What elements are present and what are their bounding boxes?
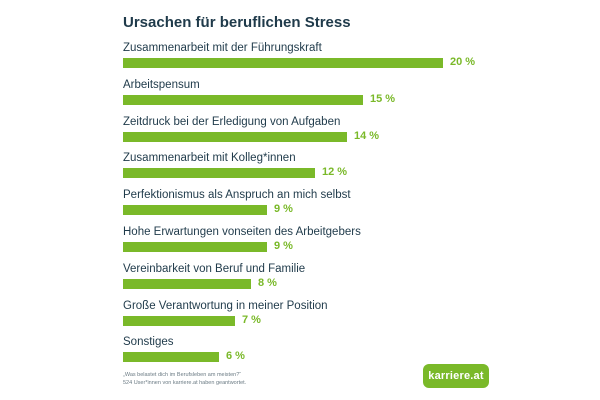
category-label: Hohe Erwartungen vonseiten des Arbeitgeb…: [123, 226, 361, 238]
bar-value-label: 20 %: [450, 56, 476, 68]
category-label: Große Verantwortung in meiner Position: [123, 299, 328, 312]
footnote-respondents: 524 User*innen von karriere.at haben gea…: [123, 380, 247, 386]
bar-value-label: 6 %: [226, 350, 245, 363]
footnote-question: „Was belastet dich im Berufsleben am mei…: [123, 372, 242, 378]
bar-value-label: 9 %: [274, 240, 293, 252]
bar-value-label: 8 %: [258, 276, 277, 289]
bar: [123, 205, 267, 216]
footnote: „Was belastet dich im Berufsleben am mei…: [123, 371, 246, 387]
bar-value-label: 14 %: [354, 129, 380, 142]
bar: [123, 131, 347, 142]
bar-value-label: 12 %: [322, 166, 348, 179]
bar: [123, 94, 363, 105]
bar: [123, 58, 443, 68]
category-label: Vereinbarkeit von Beruf und Familie: [123, 262, 306, 275]
category-label: Zusammenarbeit mit der Führungskraft: [123, 42, 322, 54]
bar: [123, 242, 267, 252]
karriere-logo: karriere.at: [423, 364, 489, 388]
bar: [123, 168, 315, 179]
category-label: Zusammenarbeit mit Kolleg*innen: [123, 152, 296, 165]
bar: [123, 352, 219, 363]
category-label: Zeitdruck bei der Erledigung von Aufgabe…: [123, 115, 341, 128]
category-label: Arbeitspensum: [123, 78, 200, 91]
category-label: Sonstiges: [123, 336, 174, 349]
category-label: Perfektionismus als Anspruch an mich sel…: [123, 189, 351, 202]
bar-value-label: 15 %: [370, 92, 396, 105]
bar-value-label: 9 %: [274, 203, 293, 216]
bar: [123, 278, 251, 289]
bar: [123, 315, 235, 326]
chart-title: Ursachen für beruflichen Stress: [123, 14, 351, 31]
bar-value-label: 7 %: [242, 313, 261, 326]
